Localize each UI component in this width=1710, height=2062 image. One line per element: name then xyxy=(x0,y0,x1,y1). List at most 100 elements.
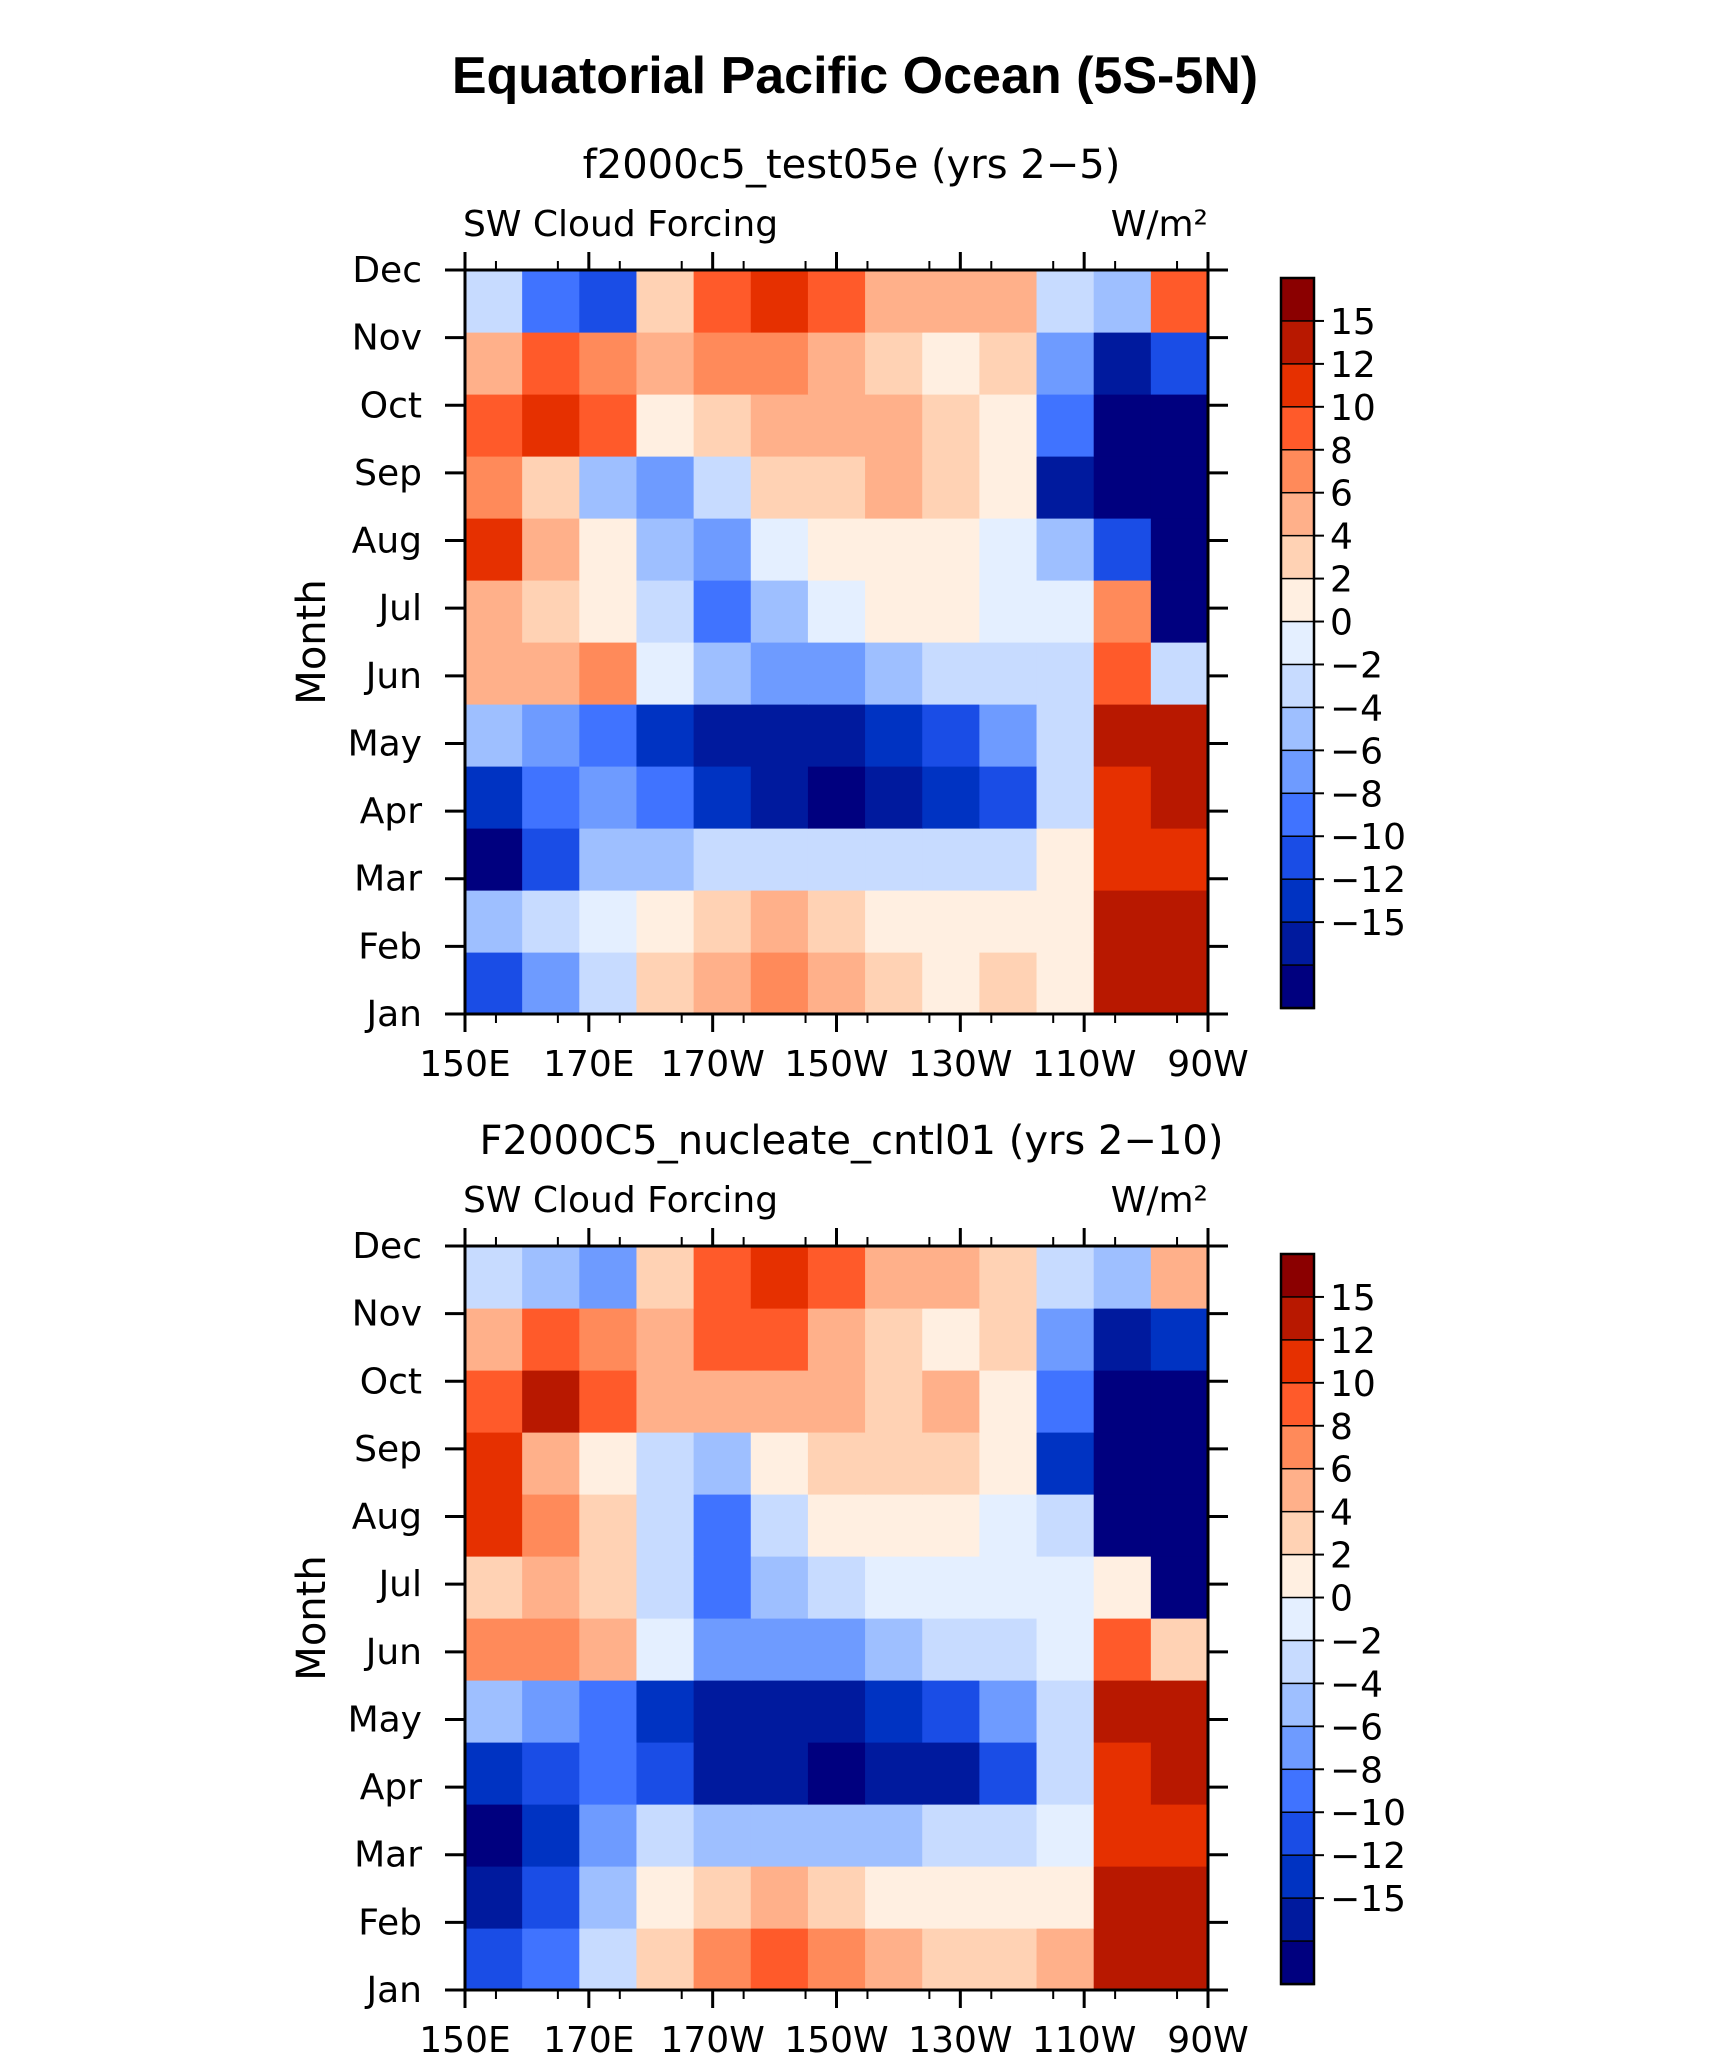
heatmap-cell xyxy=(465,580,523,643)
heatmap-cell xyxy=(1150,642,1209,705)
heatmap-cell xyxy=(1150,1928,1209,1991)
heatmap-cell xyxy=(1093,890,1152,953)
x-tick-label: 150W xyxy=(784,1044,888,1085)
heatmap-cell xyxy=(693,394,752,457)
colorbar-label: −2 xyxy=(1330,645,1383,686)
heatmap-cell xyxy=(465,766,523,829)
heatmap-cell xyxy=(1150,1494,1209,1557)
heatmap-cell xyxy=(1093,456,1152,519)
heatmap-cell xyxy=(865,1432,923,1495)
heatmap-cell xyxy=(1036,1804,1095,1867)
heatmap-cell xyxy=(1036,1680,1095,1743)
y-tick-label: Jan xyxy=(365,1970,423,2011)
heatmap-cell xyxy=(1093,1432,1152,1495)
heatmap-cell xyxy=(750,1556,809,1619)
heatmap-cell xyxy=(750,1742,809,1805)
heatmap-cell xyxy=(1150,1804,1209,1867)
heatmap-cell xyxy=(1036,1742,1095,1805)
heatmap-cell xyxy=(922,766,980,829)
heatmap-cell xyxy=(579,1556,638,1619)
heatmap-cell xyxy=(1150,1432,1209,1495)
colorbar-box xyxy=(1280,1425,1315,1470)
colorbar-label: −2 xyxy=(1330,1621,1383,1662)
colorbar-label: −6 xyxy=(1330,731,1383,772)
colorbar-frame xyxy=(1279,1252,1316,1986)
x-tick-label: 90W xyxy=(1167,2020,1248,2061)
heatmap-cell xyxy=(750,1494,809,1557)
heatmap-cell xyxy=(979,1370,1038,1433)
y-tick-label: Oct xyxy=(360,385,422,426)
heatmap-cell xyxy=(1036,332,1095,395)
heatmap-cell xyxy=(865,1556,923,1619)
heatmap-cell xyxy=(579,828,638,891)
heatmap-cell xyxy=(807,1432,866,1495)
y-tick-label: Apr xyxy=(360,791,422,832)
heatmap-cell xyxy=(865,394,923,457)
heatmap-cell xyxy=(693,1246,752,1309)
heatmap-cell xyxy=(579,1246,638,1309)
figure-title: Equatorial Pacific Ocean (5S-5N) xyxy=(451,47,1259,105)
heatmap-cell xyxy=(522,394,580,457)
colorbar-box xyxy=(1280,1339,1315,1385)
colorbar-label: 4 xyxy=(1330,517,1353,558)
colorbar-box xyxy=(1280,1940,1315,1986)
heatmap-cell xyxy=(865,1680,923,1743)
y-tick-label: Sep xyxy=(354,1429,422,1470)
heatmap-cell xyxy=(979,1928,1038,1991)
heatmap-cell xyxy=(579,1928,638,1991)
heatmap-cell xyxy=(750,952,809,1015)
heatmap-cell xyxy=(693,456,752,519)
x-tick-label: 170W xyxy=(661,2020,765,2061)
heatmap-cell xyxy=(865,456,923,519)
heatmap-cell xyxy=(1036,1928,1095,1991)
y-tick-label: Mar xyxy=(354,859,422,900)
y-tick-label: Oct xyxy=(360,1361,422,1402)
heatmap-cell xyxy=(865,270,923,333)
heatmap-cell xyxy=(579,1866,638,1929)
colorbar-label: 8 xyxy=(1330,431,1353,472)
heatmap-cell xyxy=(922,1618,980,1681)
heatmap-cell xyxy=(636,394,695,457)
colorbar-box xyxy=(1280,792,1315,838)
heatmap-cell xyxy=(636,332,695,395)
heatmap-cell xyxy=(922,828,980,891)
heatmap-cell xyxy=(750,704,809,767)
heatmap-cell xyxy=(465,1618,523,1681)
heatmap-cell xyxy=(979,1494,1038,1557)
y-tick-label: May xyxy=(348,1699,422,1740)
heatmap-cell xyxy=(807,332,866,395)
heatmap-cell xyxy=(750,1804,809,1867)
heatmap-cell xyxy=(579,952,638,1015)
heatmap-cell xyxy=(579,1494,638,1557)
heatmap-cell xyxy=(636,1556,695,1619)
heatmap-cell xyxy=(636,1246,695,1309)
heatmap-cell xyxy=(465,828,523,891)
heatmap-cell xyxy=(1036,642,1095,705)
heatmap-cell xyxy=(979,394,1038,457)
heatmap-cell xyxy=(1150,456,1209,519)
colorbar-box xyxy=(1280,1682,1315,1728)
heatmap-cell xyxy=(636,704,695,767)
heatmap-cell xyxy=(865,1370,923,1433)
heatmap-cell xyxy=(807,828,866,891)
y-tick-label: Aug xyxy=(352,1497,422,1538)
heatmap-cell xyxy=(922,952,980,1015)
heatmap-cell xyxy=(750,642,809,705)
heatmap-cell xyxy=(636,456,695,519)
colorbar-label: −8 xyxy=(1330,1750,1383,1791)
x-tick-label: 170E xyxy=(543,2020,634,2061)
heatmap-cell xyxy=(1093,952,1152,1015)
heatmap-cell xyxy=(750,828,809,891)
heatmap-cell xyxy=(750,1618,809,1681)
heatmap-cell xyxy=(1093,704,1152,767)
heatmap-cell xyxy=(522,1742,580,1805)
heatmap-cell xyxy=(1036,1866,1095,1929)
heatmap-cell xyxy=(636,1618,695,1681)
x-tick-label: 150W xyxy=(784,2020,888,2061)
heatmap-cell xyxy=(636,1494,695,1557)
heatmap-cell xyxy=(579,1432,638,1495)
heatmap-cell xyxy=(465,1494,523,1557)
heatmap-cell xyxy=(979,1308,1038,1371)
heatmap-cell xyxy=(693,1370,752,1433)
heatmap-cell xyxy=(750,332,809,395)
